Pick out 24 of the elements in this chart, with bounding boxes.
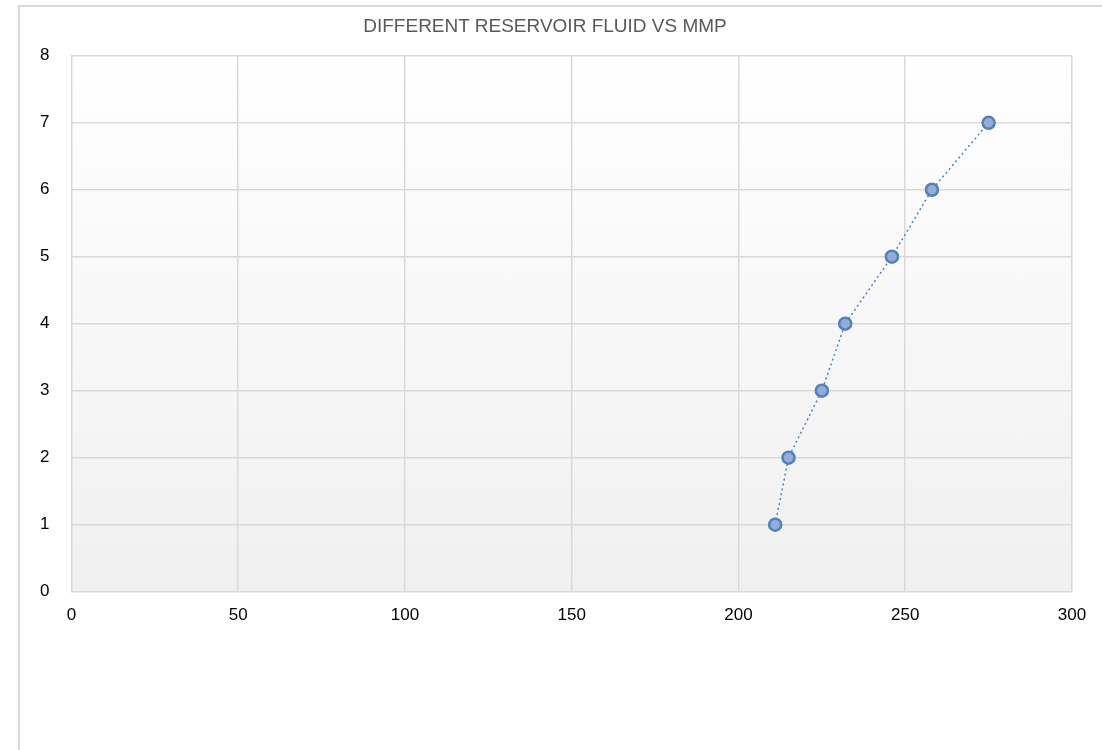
y-tick-label: 3	[39, 380, 50, 400]
y-tick-label: 7	[39, 112, 50, 132]
y-tick-label: 6	[39, 179, 50, 199]
point	[924, 182, 940, 197]
point	[781, 450, 796, 465]
y-tick-label: 2	[39, 447, 50, 467]
chart-title: DIFFERENT RESERVOIR FLUID VS MMP	[363, 14, 727, 36]
x-tick-label: 300	[1057, 605, 1087, 625]
x-tick-label: 150	[557, 605, 586, 625]
point	[981, 115, 996, 131]
y-tick-label: 0	[39, 581, 50, 601]
point	[837, 316, 853, 331]
point	[767, 517, 783, 532]
x-tick-label: 0	[66, 605, 77, 625]
x-tick-label: 100	[390, 605, 420, 625]
point	[884, 249, 900, 264]
x-tick-label: 200	[724, 605, 753, 625]
x-tick-label: 250	[891, 605, 920, 625]
x-tick-label: 50	[228, 605, 248, 625]
y-tick-label: 8	[39, 45, 50, 65]
y-tick-label: 5	[39, 246, 50, 266]
point	[814, 383, 830, 398]
y-tick-label: 4	[39, 313, 50, 333]
y-tick-label: 1	[39, 514, 50, 534]
